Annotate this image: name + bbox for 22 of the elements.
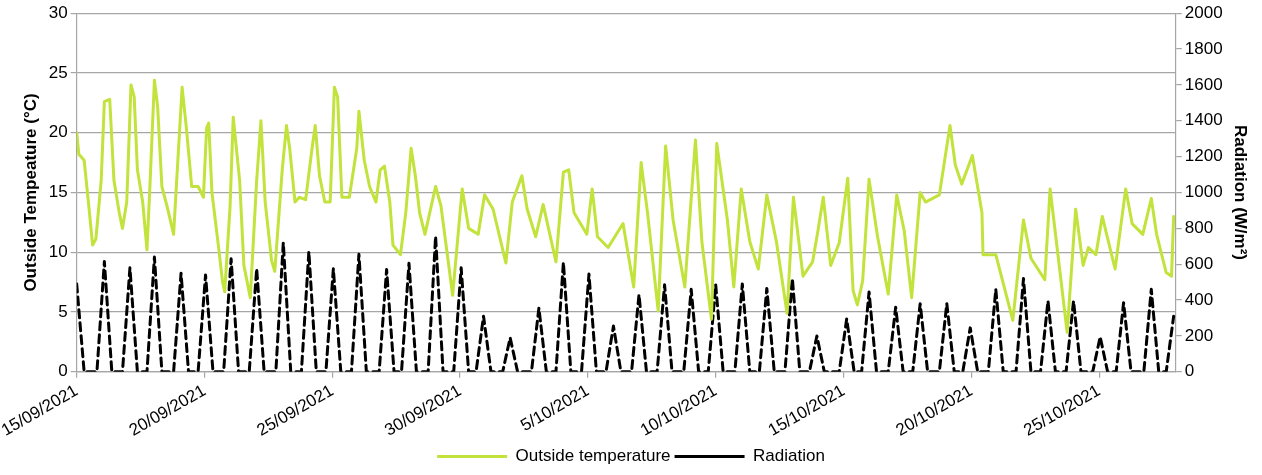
y2-tick-label: 1800 (1184, 38, 1223, 58)
y-tick-label: 20 (48, 122, 68, 142)
y-tick-label: 0 (58, 361, 68, 381)
y2-axis-title: Radiation (W/m²) (1231, 124, 1251, 261)
y-tick-label: 10 (48, 241, 68, 261)
legend-label: Radiation (753, 446, 825, 466)
y-tick-label: 5 (58, 301, 68, 321)
y2-tick-label: 600 (1184, 253, 1214, 273)
y2-tick-label: 1200 (1184, 146, 1223, 166)
y-tick-label: 30 (48, 2, 68, 22)
y2-tick-label: 1000 (1184, 182, 1223, 202)
y2-tick-label: 800 (1184, 218, 1214, 238)
y2-tick-label: 2000 (1184, 2, 1223, 22)
y2-tick-label: 1600 (1184, 74, 1223, 94)
y2-tick-label: 1400 (1184, 110, 1223, 130)
y2-tick-label: 400 (1184, 289, 1214, 309)
y2-tick-label: 200 (1184, 325, 1214, 345)
y-tick-label: 25 (48, 62, 68, 82)
y-tick-label: 15 (48, 182, 68, 202)
legend-label: Outside temperature (515, 446, 671, 466)
y-axis-title: Outside Tempeature (°C) (21, 93, 41, 292)
y2-tick-label: 0 (1184, 361, 1195, 381)
